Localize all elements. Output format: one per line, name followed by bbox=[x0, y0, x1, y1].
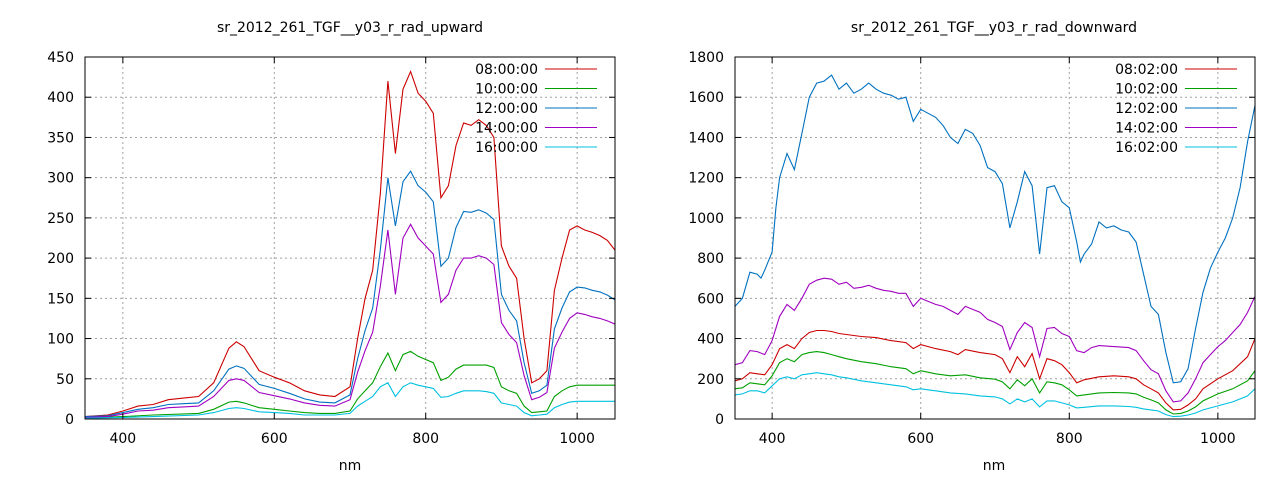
legend-entry-label: 10:00:00 bbox=[475, 82, 538, 98]
series-line-08:00:00 bbox=[85, 69, 615, 418]
series-line-12:00:00 bbox=[85, 170, 615, 418]
series-line-08:02:00 bbox=[735, 329, 1255, 411]
x-tick-label: 600 bbox=[261, 431, 288, 447]
legend: 08:00:00 10:00:00 12:00:00 14:00:00 16:00:00 bbox=[475, 62, 597, 156]
y-tick-label: 1200 bbox=[688, 171, 724, 187]
series-line-10:00:00 bbox=[85, 350, 615, 419]
y-tick-label: 450 bbox=[47, 50, 74, 66]
y-tick-label: 0 bbox=[715, 412, 724, 428]
x-tick-label: 600 bbox=[907, 431, 934, 447]
y-tick-label: 600 bbox=[697, 291, 724, 307]
legend-entry-label: 08:00:00 bbox=[475, 62, 538, 78]
legend-entry-label: 14:00:00 bbox=[475, 121, 538, 137]
y-tick-label: 400 bbox=[697, 332, 724, 348]
y-tick-label: 350 bbox=[47, 130, 74, 146]
grid bbox=[85, 57, 615, 419]
legend-entry-label: 16:02:00 bbox=[1115, 140, 1178, 156]
plot-area bbox=[85, 69, 615, 419]
upward-radiance-chart: sr_2012_261_TGF__y03_r_rad_upward nm 400… bbox=[47, 20, 616, 474]
y-tick-label: 50 bbox=[56, 372, 74, 388]
legend-entry-label: 10:02:00 bbox=[1115, 82, 1178, 98]
series-line-10:02:00 bbox=[735, 351, 1255, 415]
y-tick-label: 1400 bbox=[688, 130, 724, 146]
series-line-16:02:00 bbox=[735, 372, 1255, 418]
y-tick-label: 150 bbox=[47, 291, 74, 307]
x-axis-label: nm bbox=[983, 458, 1006, 474]
series-line-16:00:00 bbox=[85, 382, 615, 419]
x-tick-label: 800 bbox=[412, 431, 439, 447]
y-tick-label: 800 bbox=[697, 251, 724, 267]
y-tick-label: 250 bbox=[47, 211, 74, 227]
y-tick-label: 0 bbox=[65, 412, 74, 428]
series-line-14:02:00 bbox=[735, 277, 1255, 403]
series-line-12:02:00 bbox=[735, 74, 1255, 384]
y-tick-label: 200 bbox=[47, 251, 74, 267]
x-tick-label: 1000 bbox=[559, 431, 595, 447]
chart-title: sr_2012_261_TGF__y03_r_rad_downward bbox=[851, 20, 1137, 36]
legend-entry-label: 16:00:00 bbox=[475, 140, 538, 156]
legend: 08:02:00 10:02:00 12:02:00 14:02:00 16:02:00 bbox=[1115, 62, 1237, 156]
y-tick-label: 1000 bbox=[688, 211, 724, 227]
y-tick-label: 200 bbox=[697, 372, 724, 388]
x-tick-label: 400 bbox=[109, 431, 136, 447]
plot-area bbox=[735, 74, 1255, 418]
y-tick-label: 1800 bbox=[688, 50, 724, 66]
y-tick-label: 1600 bbox=[688, 90, 724, 106]
y-tick-label: 100 bbox=[47, 332, 74, 348]
series-line-14:00:00 bbox=[85, 223, 615, 418]
y-tick-label: 400 bbox=[47, 90, 74, 106]
x-tick-label: 1000 bbox=[1200, 431, 1236, 447]
x-tick-label: 800 bbox=[1056, 431, 1083, 447]
chart-title: sr_2012_261_TGF__y03_r_rad_upward bbox=[217, 20, 483, 36]
x-axis-label: nm bbox=[339, 458, 362, 474]
plot-frame bbox=[84, 56, 616, 420]
legend-entry-label: 08:02:00 bbox=[1115, 62, 1178, 78]
legend-entry-label: 12:02:00 bbox=[1115, 101, 1178, 117]
legend-entry-label: 14:02:00 bbox=[1115, 121, 1178, 137]
y-tick-label: 300 bbox=[47, 171, 74, 187]
x-tick-label: 400 bbox=[759, 431, 786, 447]
plot-frame bbox=[734, 56, 1256, 420]
downward-radiance-chart: sr_2012_261_TGF__y03_r_rad_downward nm 4… bbox=[688, 20, 1256, 474]
grid bbox=[735, 57, 1255, 419]
legend-entry-label: 12:00:00 bbox=[475, 101, 538, 117]
